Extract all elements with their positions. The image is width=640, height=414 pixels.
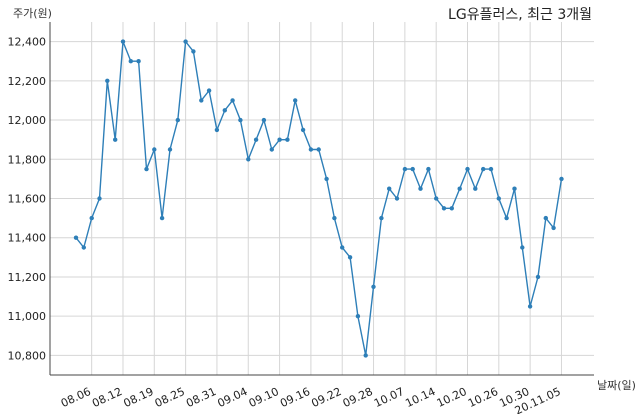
x-tick-label: 10.07 <box>372 385 406 410</box>
data-point <box>253 137 259 142</box>
data-point <box>527 304 533 309</box>
x-tick-label: 08.31 <box>184 385 218 410</box>
data-point <box>488 166 494 172</box>
y-tick-label: 12,400 <box>8 36 47 49</box>
data-point <box>512 186 517 191</box>
data-point <box>481 166 486 172</box>
x-tick-label: 08.25 <box>153 385 187 410</box>
data-point <box>120 39 126 44</box>
x-tick-label: 09.10 <box>247 385 281 410</box>
data-point <box>402 166 408 172</box>
data-point <box>520 245 525 250</box>
data-point <box>324 176 329 182</box>
data-point <box>371 284 376 289</box>
data-point <box>426 166 431 172</box>
data-point <box>394 196 400 201</box>
data-point <box>136 59 141 64</box>
data-point <box>449 206 454 211</box>
data-point <box>183 39 188 44</box>
data-point <box>332 215 337 221</box>
data-point <box>293 98 298 103</box>
data-point <box>347 255 353 260</box>
data-point <box>277 137 282 142</box>
data-point <box>206 88 212 93</box>
data-point <box>473 186 478 191</box>
price-series <box>73 39 564 358</box>
grid-lines <box>50 22 594 375</box>
data-point <box>559 176 564 182</box>
y-tick-labels: 10,800 11,000 11,200 11,400 11,600 11,800 12,0… <box>8 36 47 363</box>
data-point <box>246 157 251 162</box>
y-tick-label: 12,200 <box>8 75 47 88</box>
data-point <box>300 127 306 133</box>
data-point <box>144 166 149 172</box>
x-tick-label: 09.28 <box>341 385 375 410</box>
x-tick-label: 09.22 <box>309 385 343 410</box>
data-point <box>167 147 173 152</box>
data-point <box>308 147 314 152</box>
data-point <box>199 98 204 103</box>
data-point <box>175 117 180 123</box>
data-point <box>214 127 220 133</box>
x-tick-label: 08.19 <box>122 385 156 410</box>
data-point <box>418 186 423 191</box>
data-point <box>355 314 361 319</box>
data-point <box>441 206 447 211</box>
y-tick-label: 11,800 <box>8 153 47 166</box>
x-tick-label: 10.26 <box>466 385 500 410</box>
data-point <box>543 215 548 221</box>
x-tick-label: 09.04 <box>215 385 249 410</box>
data-point <box>128 59 133 64</box>
data-point <box>261 117 267 123</box>
y-axis-title: 주가(원) <box>13 7 52 20</box>
data-point <box>316 147 321 152</box>
data-point <box>89 215 94 221</box>
x-axis-title: 날짜(일) <box>597 378 636 392</box>
axes <box>49 22 594 376</box>
x-tick-label: 10.14 <box>403 385 437 410</box>
data-point <box>97 196 102 201</box>
data-point <box>73 235 79 240</box>
data-point <box>81 245 87 250</box>
data-point <box>363 353 368 358</box>
x-tick-label: 09.16 <box>278 385 312 410</box>
data-point <box>496 196 501 201</box>
data-point <box>105 78 110 84</box>
y-tick-label: 10,800 <box>8 349 47 362</box>
data-point <box>434 196 439 201</box>
data-point <box>152 147 157 152</box>
data-point <box>238 117 243 123</box>
data-point <box>504 215 509 221</box>
data-point <box>285 137 290 142</box>
data-point <box>387 186 392 191</box>
data-point <box>113 137 118 142</box>
x-tick-label: 10.20 <box>435 385 469 410</box>
data-point <box>457 186 462 191</box>
x-tick-label: 08.12 <box>90 385 124 410</box>
y-tick-label: 11,200 <box>8 271 47 284</box>
data-point <box>230 98 235 103</box>
data-point <box>340 245 345 250</box>
x-tick-label: 08.06 <box>59 385 93 410</box>
data-point <box>535 274 541 280</box>
data-point <box>269 147 274 152</box>
data-point <box>222 108 227 113</box>
y-tick-label: 12,000 <box>8 114 47 127</box>
y-tick-label: 11,600 <box>8 193 47 206</box>
data-point <box>551 225 556 231</box>
data-point <box>159 215 165 221</box>
data-point <box>410 166 415 172</box>
data-point <box>465 166 470 172</box>
y-tick-label: 11,000 <box>8 310 47 323</box>
y-tick-label: 11,400 <box>8 232 47 245</box>
data-point <box>379 215 384 221</box>
chart-title: LG유플러스, 최근 3개월 <box>448 7 592 23</box>
data-point <box>191 49 196 54</box>
x-tick-labels: 08.0608.1208.1908.2508.3109.0409.1009.16… <box>59 385 563 414</box>
